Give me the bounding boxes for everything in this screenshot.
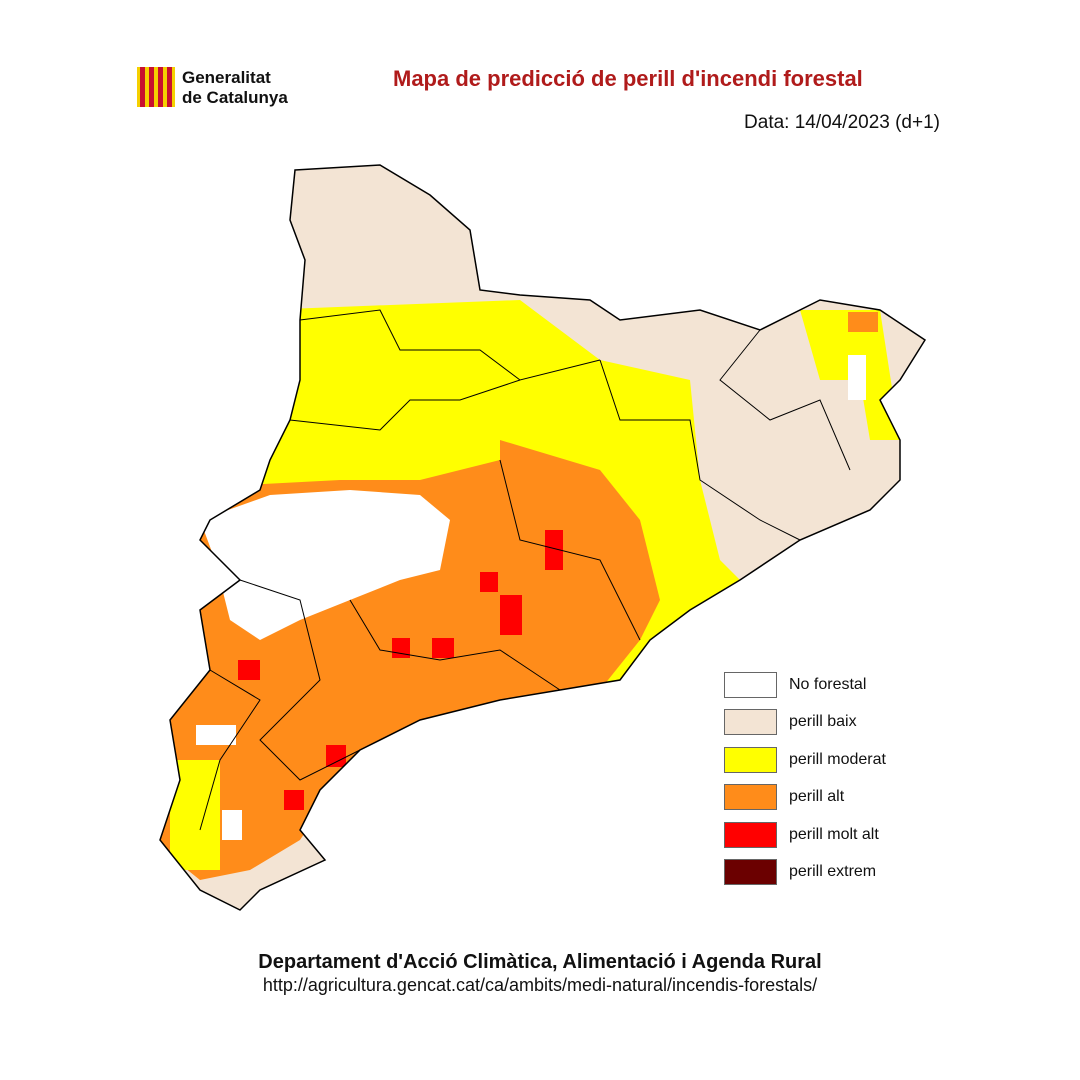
legend: No forestal perill baix perill moderat peri… xyxy=(724,666,886,891)
map-date: Data: 14/04/2023 (d+1) xyxy=(744,112,940,133)
logo-emblem xyxy=(137,67,175,107)
legend-label: perill extrem xyxy=(789,863,877,881)
legend-item: perill baix xyxy=(724,704,886,742)
legend-item: perill moderat xyxy=(724,741,886,779)
legend-swatch xyxy=(724,859,777,886)
footer-department: Departament d'Acció Climàtica, Alimentac… xyxy=(258,951,822,973)
legend-label: perill molt alt xyxy=(789,825,879,843)
legend-label: perill baix xyxy=(789,713,857,731)
legend-swatch xyxy=(724,709,777,736)
legend-item: perill alt xyxy=(724,779,886,817)
legend-label: No forestal xyxy=(789,675,867,693)
border xyxy=(159,164,927,911)
map-title: Mapa de predicció de perill d'incendi fo… xyxy=(393,66,863,91)
county-borders xyxy=(199,309,851,831)
legend-label: perill alt xyxy=(789,788,845,806)
legend-label: perill moderat xyxy=(789,750,886,768)
legend-item: No forestal xyxy=(724,666,886,704)
legend-swatch xyxy=(724,671,777,698)
footer-url: http://agricultura.gencat.cat/ca/ambits/… xyxy=(262,975,818,995)
legend-item: perill molt alt xyxy=(724,816,886,854)
legend-swatch xyxy=(724,821,777,848)
legend-swatch xyxy=(724,784,777,811)
logo-text: Generalitat xyxy=(182,68,271,87)
legend-item: perill extrem xyxy=(724,854,886,892)
logo-text: de Catalunya xyxy=(182,88,288,107)
legend-swatch xyxy=(724,746,777,773)
